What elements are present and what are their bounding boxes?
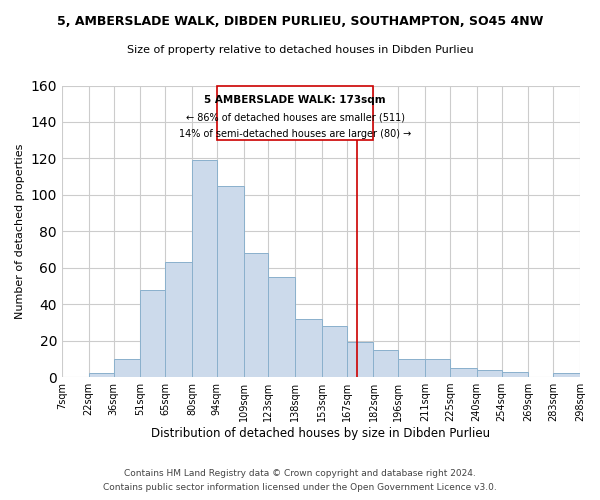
Bar <box>398 359 425 377</box>
Bar <box>450 368 477 377</box>
Text: ← 86% of detached houses are smaller (511): ← 86% of detached houses are smaller (51… <box>185 113 404 123</box>
Bar <box>217 186 244 377</box>
Bar <box>425 359 450 377</box>
Bar <box>553 374 580 377</box>
Bar <box>89 374 113 377</box>
Text: 5, AMBERSLADE WALK, DIBDEN PURLIEU, SOUTHAMPTON, SO45 4NW: 5, AMBERSLADE WALK, DIBDEN PURLIEU, SOUT… <box>57 15 543 28</box>
Bar <box>322 326 347 377</box>
X-axis label: Distribution of detached houses by size in Dibden Purlieu: Distribution of detached houses by size … <box>151 427 491 440</box>
Bar <box>165 262 192 377</box>
Y-axis label: Number of detached properties: Number of detached properties <box>15 144 25 319</box>
Bar <box>140 290 165 377</box>
Bar <box>373 350 398 377</box>
Bar <box>347 342 373 377</box>
Text: Contains HM Land Registry data © Crown copyright and database right 2024.: Contains HM Land Registry data © Crown c… <box>124 468 476 477</box>
Bar <box>244 253 268 377</box>
Bar <box>477 370 502 377</box>
Text: Contains public sector information licensed under the Open Government Licence v3: Contains public sector information licen… <box>103 484 497 492</box>
Text: Size of property relative to detached houses in Dibden Purlieu: Size of property relative to detached ho… <box>127 45 473 55</box>
Bar <box>268 277 295 377</box>
Bar <box>113 359 140 377</box>
Text: 14% of semi-detached houses are larger (80) →: 14% of semi-detached houses are larger (… <box>179 129 411 139</box>
Bar <box>502 372 529 377</box>
Bar <box>295 319 322 377</box>
Bar <box>192 160 217 377</box>
Text: 5 AMBERSLADE WALK: 173sqm: 5 AMBERSLADE WALK: 173sqm <box>205 94 386 104</box>
FancyBboxPatch shape <box>217 86 373 140</box>
